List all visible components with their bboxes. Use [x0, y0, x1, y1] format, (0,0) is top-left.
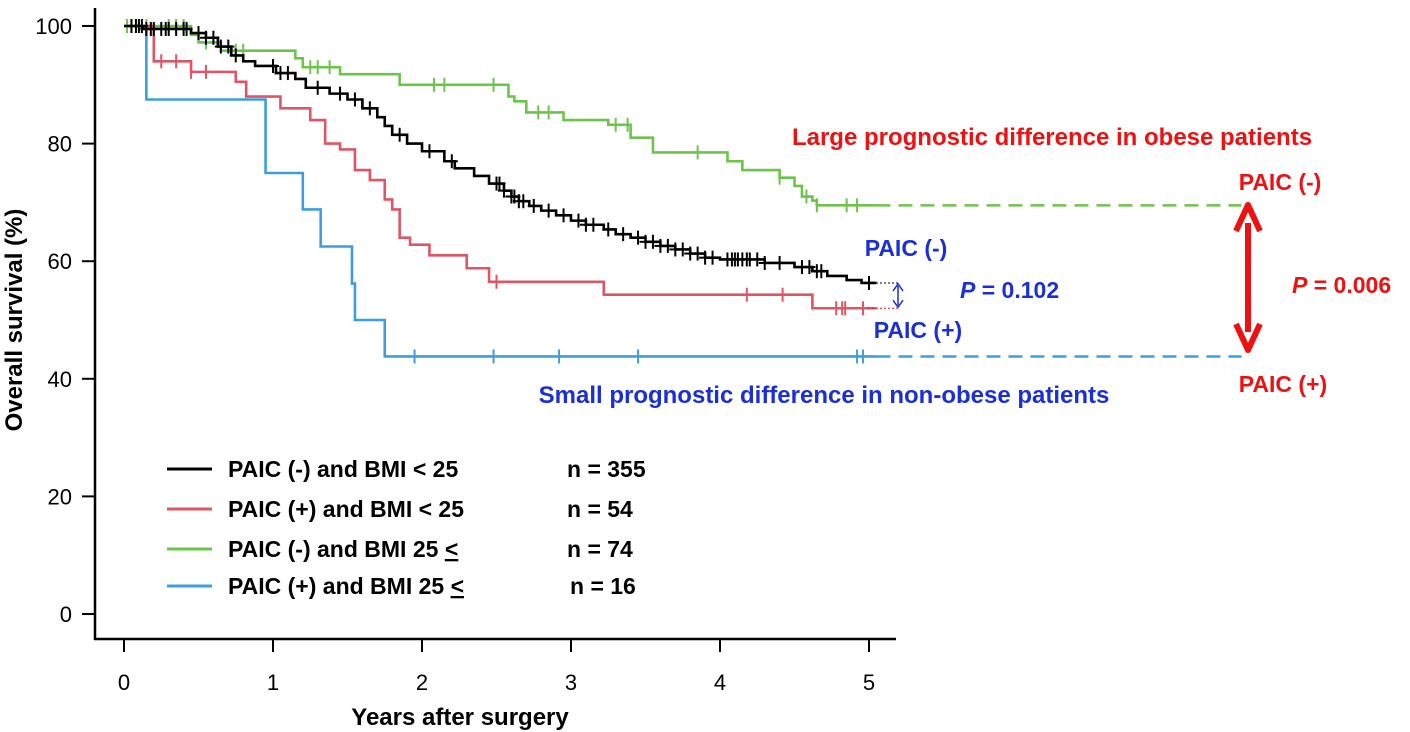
obese-annotation-title: Large prognostic difference in obese pat… — [792, 124, 1312, 151]
y-tick-label: 80 — [48, 132, 72, 157]
series-group — [124, 19, 877, 290]
small-arrow-head-up — [892, 282, 904, 292]
y-tick-label: 100 — [35, 14, 72, 39]
x-tick-label: 4 — [714, 670, 726, 695]
axes: 0 20 40 60 80 100 0 1 2 3 4 5 Years after surgery Ove… — [1, 8, 896, 731]
survival-curve — [124, 24, 877, 285]
legend-n-label: n = 355 — [567, 456, 646, 482]
x-tick-label: 1 — [267, 670, 279, 695]
obese-paic-pos-label: PAIC (+) — [1239, 371, 1327, 397]
non-obese-paic-neg-label: PAIC (-) — [865, 235, 948, 261]
series-group — [124, 24, 877, 316]
small-arrow-head-down — [892, 299, 904, 309]
x-tick-label: 5 — [863, 670, 875, 695]
series-group — [124, 24, 877, 364]
y-axis-title: Overall survival (%) — [1, 209, 28, 432]
legend-n-label: n = 54 — [567, 496, 633, 522]
legend: PAIC (-) and BMI < 25 n = 355 PAIC (+) and… — [167, 456, 646, 599]
survival-curves — [124, 19, 877, 364]
legend-entry: PAIC (-) and BMI 25 < n = 74 — [167, 536, 633, 562]
obese-p-value: P = 0.006 — [1292, 272, 1391, 298]
x-axis-title: Years after surgery — [351, 704, 569, 731]
legend-entry: PAIC (+) and BMI 25 < n = 16 — [167, 573, 636, 599]
survival-curve — [124, 24, 877, 310]
y-tick-label: 40 — [48, 367, 72, 392]
x-tick-label: 2 — [416, 670, 428, 695]
survival-curve — [124, 24, 877, 358]
y-tick-label: 0 — [60, 602, 72, 627]
survival-curve — [124, 24, 877, 207]
legend-entry: PAIC (+) and BMI < 25 n = 54 — [167, 496, 633, 522]
annotations: Large prognostic difference in obese pat… — [539, 124, 1392, 409]
non-obese-p-value: P = 0.102 — [960, 277, 1059, 303]
curve-extensions — [876, 204, 1242, 358]
legend-label: PAIC (-) and BMI < 25 — [228, 456, 458, 482]
y-tick-label: 60 — [48, 249, 72, 274]
large-arrow-head-down — [1233, 322, 1263, 353]
non-obese-annotation-title: Small prognostic difference in non-obese… — [539, 382, 1110, 409]
x-tick-label: 3 — [565, 670, 577, 695]
non-obese-paic-pos-label: PAIC (+) — [874, 317, 962, 343]
legend-label: PAIC (+) and BMI < 25 — [228, 496, 464, 522]
legend-label: PAIC (-) and BMI 25 < — [228, 536, 458, 562]
legend-n-label: n = 74 — [567, 536, 633, 562]
x-tick-label: 0 — [118, 670, 130, 695]
y-tick-label: 20 — [48, 484, 72, 509]
legend-entry: PAIC (-) and BMI < 25 n = 355 — [167, 456, 646, 482]
legend-label: PAIC (+) and BMI 25 < — [228, 573, 464, 599]
large-arrow-head-up — [1233, 202, 1263, 233]
obese-paic-neg-label: PAIC (-) — [1239, 169, 1322, 195]
legend-n-label: n = 16 — [570, 573, 636, 599]
